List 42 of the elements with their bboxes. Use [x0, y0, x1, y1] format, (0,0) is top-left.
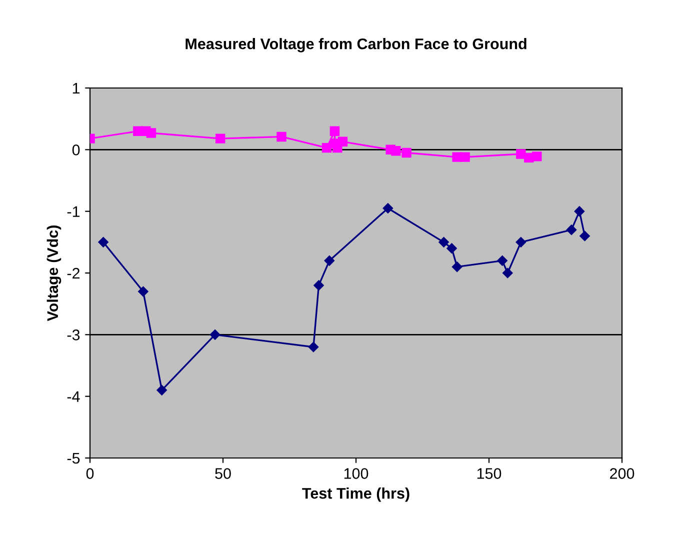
y-tick-label: 1 [72, 83, 80, 94]
point [210, 330, 220, 340]
x-tick-label: 150 [477, 468, 502, 479]
x-tick-label: 0 [86, 468, 94, 479]
x-tick-label: 100 [344, 468, 368, 479]
point [324, 256, 335, 266]
y-axis-title: Voltage (Vdc) [46, 226, 62, 322]
point [391, 146, 401, 156]
point [502, 268, 513, 278]
point [308, 342, 319, 352]
chart-title: Measured Voltage from Carbon Face to Ground [186, 38, 526, 52]
point [516, 149, 526, 159]
point [438, 237, 449, 248]
point [460, 152, 470, 162]
point [566, 224, 577, 235]
y-tick-label: -5 [67, 453, 80, 464]
point [382, 203, 394, 214]
x-tick-label: 50 [215, 468, 231, 479]
point [452, 262, 462, 272]
point [446, 243, 457, 254]
y-tick-label: -4 [67, 391, 80, 402]
point [497, 256, 508, 266]
point [276, 132, 286, 142]
point [215, 134, 226, 144]
point [156, 385, 167, 396]
point [580, 230, 590, 242]
point [516, 237, 526, 248]
y-tick-label: -2 [67, 268, 80, 279]
point [138, 286, 148, 297]
point [532, 152, 542, 162]
point [314, 280, 324, 290]
x-axis-title: Test Time (hrs) [302, 488, 410, 502]
point [146, 128, 156, 138]
y-tick-label: -3 [67, 330, 80, 340]
point [338, 136, 348, 147]
y-tick-label: 0 [72, 144, 80, 156]
y-tick-label: -1 [67, 206, 80, 217]
point [330, 126, 340, 136]
point [402, 148, 412, 158]
point [574, 206, 585, 216]
point [98, 237, 108, 248]
x-tick-label: 200 [610, 468, 634, 479]
